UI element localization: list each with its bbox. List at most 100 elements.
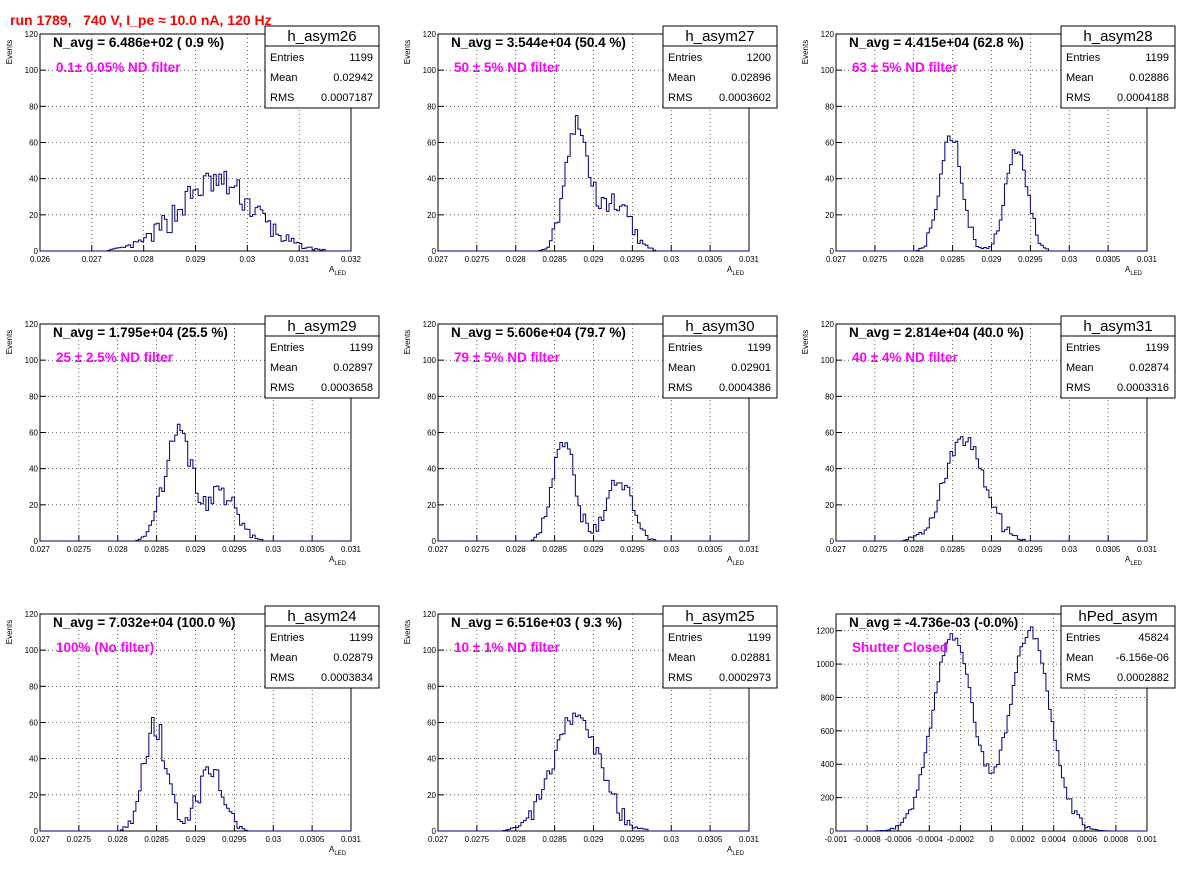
y-tick-label: 20: [427, 791, 436, 800]
stats-title: hPed_asym: [1078, 608, 1157, 625]
x-tick-label: 0.029: [185, 545, 206, 554]
x-tick-label: 0.029: [185, 255, 206, 264]
y-tick-label: 0: [830, 247, 835, 256]
y-tick-label: 1000: [816, 660, 834, 669]
x-tick-label: 0.0285: [542, 835, 567, 844]
x-tick-label: 0.028: [108, 545, 129, 554]
y-tick-label: 60: [427, 139, 436, 148]
y-tick-label: 0: [34, 247, 39, 256]
y-tick-label: 100: [821, 356, 835, 365]
x-tick-label: 0.028: [134, 255, 155, 264]
y-tick-label: 20: [29, 501, 38, 510]
stats-value-mean: 0.02896: [731, 72, 771, 84]
stats-value-entries: 1199: [349, 632, 373, 644]
stats-label-mean: Mean: [1066, 362, 1094, 374]
histogram-series: [438, 442, 749, 542]
stats-value-mean: 0.02881: [731, 652, 771, 664]
y-axis-label: Events: [5, 40, 14, 64]
stats-value-entries: 1199: [349, 52, 373, 64]
stats-box: [264, 605, 380, 689]
y-tick-label: 60: [825, 429, 834, 438]
y-tick-label: 200: [821, 794, 835, 803]
x-tick-label: 0.0285: [542, 255, 567, 264]
y-tick-label: 100: [25, 66, 39, 75]
y-tick-label: 20: [29, 791, 38, 800]
x-axis-label-sub: LED: [1130, 271, 1142, 277]
stats-value-mean: -6.156e-06: [1116, 652, 1169, 664]
x-tick-label: 0.029: [185, 835, 206, 844]
histogram-h_asym30: 0 20 40 60 80 100 120 0.027 0.0275 0.028 0.0285 0.0…: [403, 315, 778, 567]
x-tick-label: 0.031: [341, 835, 362, 844]
y-tick-label: 100: [25, 356, 39, 365]
x-tick-label: 0.0275: [465, 835, 490, 844]
stats-box: [1060, 315, 1176, 399]
stats-title: h_asym26: [287, 28, 356, 45]
y-tick-label: 120: [25, 320, 39, 329]
histogram-series: [438, 115, 749, 252]
x-tick-label: 0.0285: [940, 545, 965, 554]
y-tick-label: 80: [29, 682, 38, 691]
x-tick-label: 0.029: [583, 835, 604, 844]
y-tick-label: 20: [825, 211, 834, 220]
stats-title: h_asym31: [1083, 318, 1152, 335]
y-tick-label: 20: [29, 211, 38, 220]
filter-label: 63 ± 5% ND filter: [852, 60, 958, 75]
y-tick-label: 100: [821, 66, 835, 75]
stats-value-rms: 0.0004188: [1117, 92, 1169, 104]
y-tick-label: 100: [423, 646, 437, 655]
x-tick-label: 0.027: [428, 835, 449, 844]
filter-label: 50 ± 5% ND filter: [454, 60, 560, 75]
x-tick-label: 0.0275: [465, 255, 490, 264]
x-tick-label: 0.0275: [67, 545, 92, 554]
filter-label: 0.1± 0.05% ND filter: [56, 60, 181, 75]
y-tick-label: 120: [423, 30, 437, 39]
stats-value-entries: 1199: [349, 342, 373, 354]
x-tick-label: 0.03: [663, 545, 679, 554]
y-tick-label: 100: [25, 646, 39, 655]
stats-value-mean: 0.02874: [1129, 362, 1169, 374]
histogram-series: [836, 436, 1147, 542]
x-tick-label: 0.0275: [863, 545, 888, 554]
stats-label-entries: Entries: [1066, 342, 1101, 354]
filter-label: 79 ± 5% ND filter: [454, 350, 560, 365]
y-tick-label: 20: [825, 501, 834, 510]
x-tick-label: 0.032: [341, 255, 362, 264]
histogram-h_asym26: 0 20 40 60 80 100 120 0.026 0.027 0.028 0.029 0.03 0…: [5, 25, 380, 277]
stats-label-entries: Entries: [1066, 52, 1101, 64]
y-tick-label: 120: [821, 320, 835, 329]
x-tick-label: 0.0305: [1096, 255, 1121, 264]
stats-label-mean: Mean: [1066, 652, 1094, 664]
histogram-h_asym25: 0 20 40 60 80 100 120 0.027 0.0275 0.028 0.0285 0.0…: [403, 605, 778, 857]
navg-label: N_avg = -4.736e-03 (-0.0%): [849, 615, 1018, 630]
x-tick-label: 0.028: [506, 835, 527, 844]
x-axis-label: ALED: [727, 265, 745, 277]
x-tick-label: 0.0305: [1096, 545, 1121, 554]
stats-title: h_asym24: [287, 608, 356, 625]
y-tick-label: 80: [29, 392, 38, 401]
x-axis-label: ALED: [1125, 555, 1143, 567]
navg-label: N_avg = 6.516e+03 ( 9.3 %): [451, 615, 622, 630]
stats-label-rms: RMS: [270, 382, 294, 394]
y-axis-label: Events: [403, 620, 412, 644]
x-axis-label-sub: LED: [732, 561, 744, 567]
x-tick-label: 0.028: [904, 545, 925, 554]
y-tick-label: 80: [29, 102, 38, 111]
x-tick-label: -0.0002: [947, 835, 975, 844]
stats-value-mean: 0.02897: [333, 362, 373, 374]
stats-label-rms: RMS: [668, 382, 692, 394]
stats-box: [1060, 25, 1176, 109]
x-tick-label: 0.0285: [542, 545, 567, 554]
navg-label: N_avg = 2.814e+04 (40.0 %): [849, 325, 1024, 340]
x-tick-label: 0.029: [981, 545, 1002, 554]
y-tick-label: 20: [427, 501, 436, 510]
stats-label-entries: Entries: [668, 52, 703, 64]
stats-box: [264, 25, 380, 109]
histogram-series: [836, 135, 1147, 252]
x-tick-label: 0.0275: [863, 255, 888, 264]
y-tick-label: 600: [821, 727, 835, 736]
stats-value-rms: 0.0003602: [719, 92, 771, 104]
stats-label-entries: Entries: [1066, 632, 1101, 644]
filter-label: 100% (No filter): [56, 640, 154, 655]
run-title: run 1789, 740 V, I_pe ≈ 10.0 nA, 120 Hz: [10, 12, 272, 28]
stats-title: h_asym28: [1083, 28, 1152, 45]
